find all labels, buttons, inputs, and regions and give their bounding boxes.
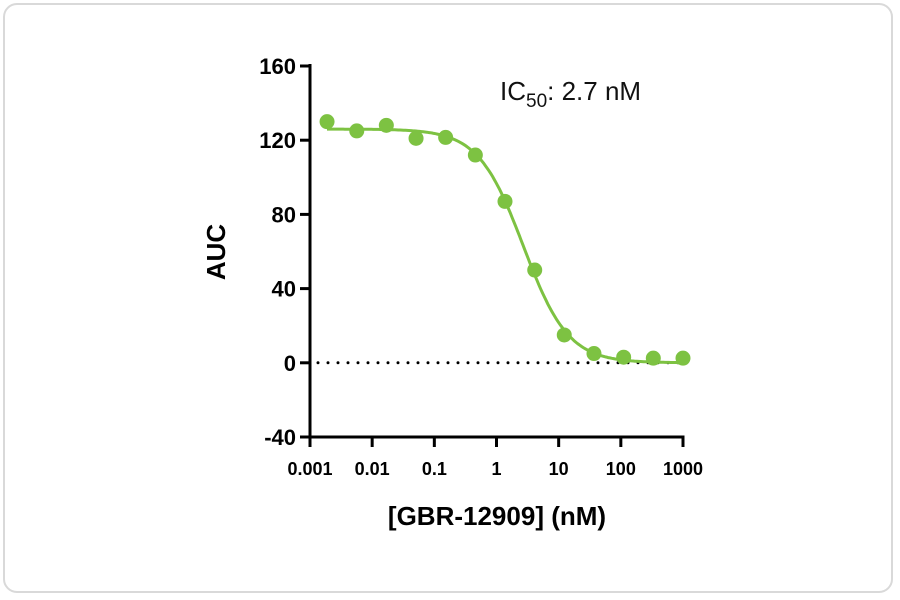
y-tick-label: 80 <box>272 202 296 227</box>
data-point <box>349 123 365 139</box>
data-point <box>467 147 483 163</box>
data-point <box>497 193 513 209</box>
ic50-annotation: IC50: 2.7 nM <box>500 76 641 112</box>
chart-card <box>3 3 893 593</box>
x-tick-label: 0.01 <box>355 459 390 479</box>
y-tick-label: 0 <box>284 351 296 376</box>
x-axis-label: [GBR-12909] (nM) <box>388 501 606 531</box>
data-point <box>438 129 454 145</box>
fit-curve <box>327 127 683 365</box>
data-point <box>675 350 691 366</box>
x-tick-label: 0.001 <box>287 459 332 479</box>
y-tick-label: 160 <box>259 54 296 79</box>
data-point <box>556 327 572 343</box>
y-tick-label: 40 <box>272 277 296 302</box>
x-tick-label: 100 <box>606 459 636 479</box>
x-tick-label: 10 <box>549 459 569 479</box>
data-point <box>645 350 661 366</box>
y-tick-label: 120 <box>259 128 296 153</box>
y-tick-label: -40 <box>264 425 296 450</box>
data-point <box>586 346 602 362</box>
x-tick-label: 1 <box>491 459 501 479</box>
data-point <box>408 130 424 146</box>
data-point <box>527 262 543 278</box>
data-point <box>378 117 394 133</box>
x-tick-label: 1000 <box>663 459 703 479</box>
x-tick-label: 0.1 <box>422 459 447 479</box>
y-axis-label: AUC <box>201 224 231 281</box>
data-point <box>319 114 335 130</box>
data-point <box>616 349 632 365</box>
